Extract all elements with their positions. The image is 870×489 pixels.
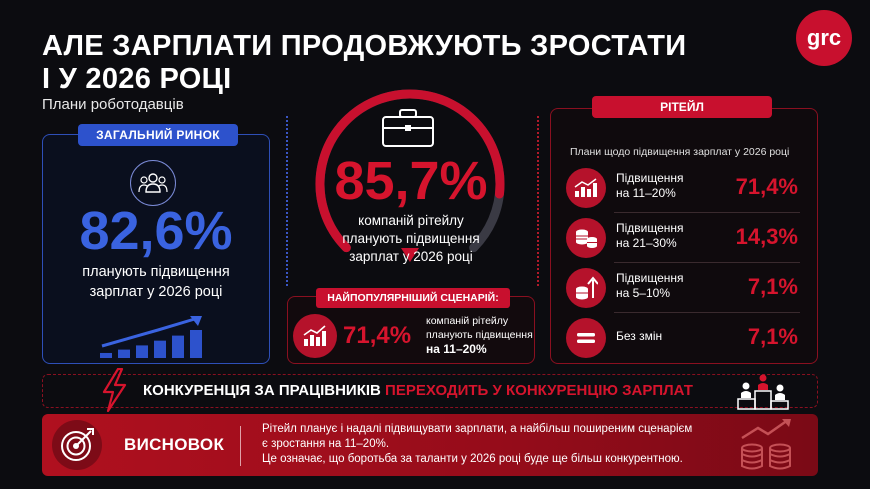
conclusion-panel bbox=[42, 414, 818, 476]
trend-bar bbox=[154, 340, 166, 358]
row-separator bbox=[614, 262, 800, 263]
retail-row: Без змін 7,1% bbox=[562, 314, 802, 364]
retail-row-value: 7,1% bbox=[747, 274, 798, 299]
trend-bar bbox=[190, 330, 202, 358]
growth-chart-icon bbox=[566, 168, 606, 208]
retail-row-value: 14,3% bbox=[735, 224, 798, 249]
retail-row-label: Підвищення на 11–20% bbox=[616, 171, 684, 200]
retail-row-label: Підвищення на 5–10% bbox=[616, 271, 684, 300]
popular-scenario-badge: НАЙПОПУЛЯРНІШИЙ СЦЕНАРІЙ: bbox=[316, 288, 510, 308]
coins-icon bbox=[566, 218, 606, 258]
retail-gauge bbox=[315, 89, 505, 262]
retail-row: Підвищення на 11–20% 71,4% bbox=[562, 164, 802, 214]
page-title: АЛЕ ЗАРПЛАТИ ПРОДОВЖУЮТЬ ЗРОСТАТИ І У 20… bbox=[42, 30, 742, 96]
trend-bar bbox=[100, 352, 112, 358]
competition-text-red: ПЕРЕХОДИТЬ У КОНКУРЕНЦІЮ ЗАРПЛАТ bbox=[385, 382, 693, 399]
conclusion-divider bbox=[240, 426, 241, 466]
coins-growth-icon bbox=[741, 418, 791, 470]
retail-row-value: 71,4% bbox=[735, 174, 798, 199]
popular-scenario-value: 71,4% bbox=[343, 322, 412, 349]
general-market-badge: ЗАГАЛЬНИЙ РИНОК bbox=[78, 124, 238, 146]
retail-badge: РІТЕЙЛ bbox=[592, 96, 772, 118]
trend-bar bbox=[136, 345, 148, 358]
general-market-caption: планують підвищення зарплат у 2026 році bbox=[82, 264, 230, 300]
general-market-value: 82,6% bbox=[79, 201, 233, 261]
growth-trend-icon bbox=[100, 316, 202, 358]
divider-dotted-red bbox=[537, 116, 539, 286]
conclusion-title: ВИСНОВОК bbox=[124, 435, 225, 454]
popular-scenario-text: компаній рітейлу планують підвищення на … bbox=[426, 315, 533, 356]
divider-dotted-blue bbox=[286, 116, 288, 286]
title-line-2: І У 2026 РОЦІ bbox=[42, 63, 232, 95]
conclusion-text: Рітейл планує і надалі підвищувати зарпл… bbox=[262, 423, 693, 465]
retail-caption: компаній рітейлу планують підвищення зар… bbox=[342, 213, 480, 264]
page-subtitle: Плани роботодавців bbox=[42, 96, 184, 113]
podium-icon bbox=[737, 374, 789, 410]
coins-up-icon bbox=[566, 268, 606, 308]
equals-icon bbox=[566, 318, 606, 358]
briefcase-icon bbox=[382, 109, 434, 147]
retail-value: 85,7% bbox=[334, 151, 488, 211]
competition-bar bbox=[42, 374, 818, 408]
lightning-icon bbox=[102, 368, 127, 412]
trend-bar bbox=[118, 349, 130, 358]
title-line-1: АЛЕ ЗАРПЛАТИ ПРОДОВЖУЮТЬ ЗРОСТАТИ bbox=[42, 30, 687, 62]
retail-row: Підвищення на 21–30% 14,3% bbox=[562, 214, 802, 264]
retail-row-label: Підвищення на 21–30% bbox=[616, 221, 684, 250]
competition-text: КОНКУРЕНЦІЯ ЗА ПРАЦІВНИКІВ ПЕРЕХОДИТЬ У … bbox=[143, 382, 693, 399]
retail-row: Підвищення на 5–10% 7,1% bbox=[562, 264, 802, 314]
grc-logo: grc bbox=[796, 10, 852, 66]
retail-row-value: 7,1% bbox=[747, 324, 798, 349]
growth-chart-icon bbox=[293, 314, 337, 358]
trend-bar bbox=[172, 335, 184, 358]
people-icon bbox=[130, 160, 176, 206]
row-separator bbox=[614, 212, 800, 213]
retail-row-label: Без змін bbox=[616, 329, 663, 343]
row-separator bbox=[614, 312, 800, 313]
competition-text-white: КОНКУРЕНЦІЯ ЗА ПРАЦІВНИКІВ bbox=[143, 382, 381, 399]
target-icon bbox=[52, 420, 102, 470]
retail-intro: Плани щодо підвищення зарплат у 2026 роц… bbox=[570, 146, 790, 158]
